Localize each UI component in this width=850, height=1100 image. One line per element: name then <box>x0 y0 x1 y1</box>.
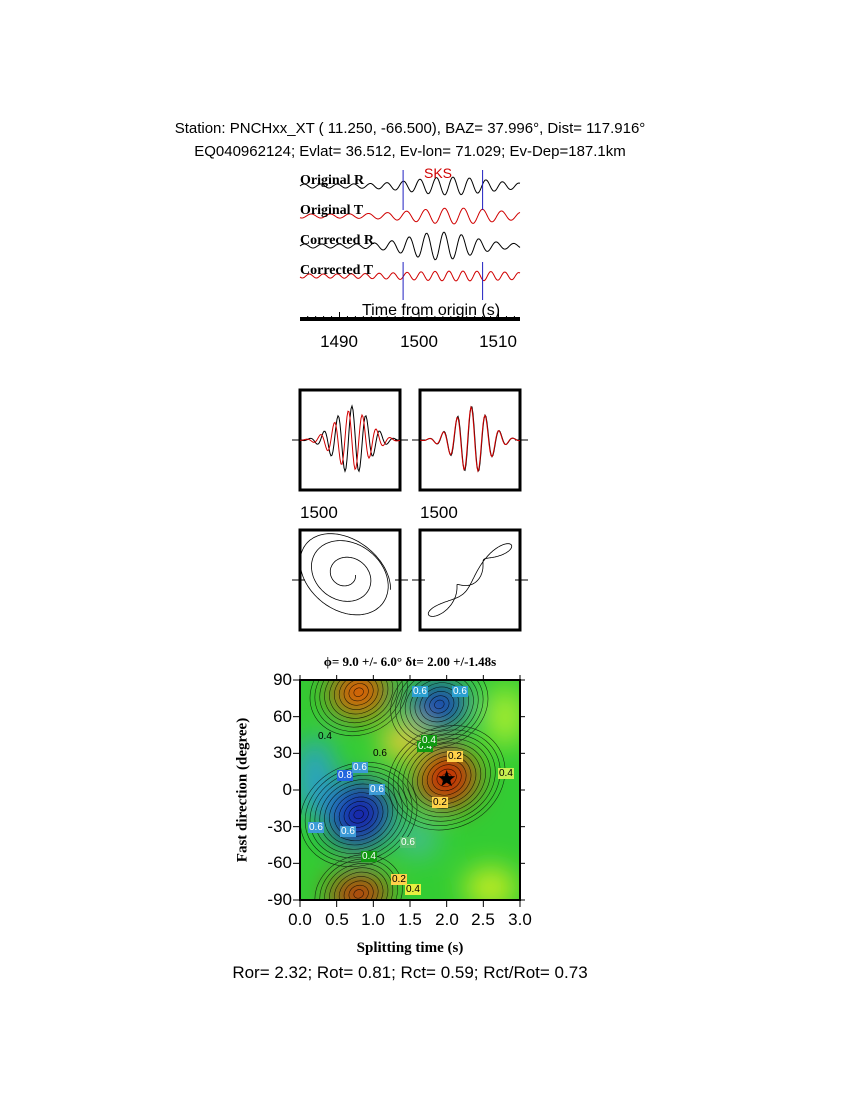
waveform-original-t <box>300 410 400 471</box>
trace-original-r <box>299 176 521 196</box>
contour-label: 0.6 <box>352 762 368 773</box>
x-tick-label: 0.5 <box>325 910 349 929</box>
particle-motion-curves <box>292 533 528 617</box>
contour-label: 0.4 <box>421 735 437 746</box>
contour-label: 0.6 <box>400 837 416 848</box>
trace-original-t <box>299 207 521 225</box>
seismogram-traces <box>299 176 521 282</box>
best-fit-star <box>438 770 456 787</box>
contour-label: 0.6 <box>340 826 356 837</box>
x-tick-label: 0.0 <box>288 910 312 929</box>
contour-label: 0.6 <box>369 784 385 795</box>
time-tick-label: 1490 <box>320 332 358 351</box>
phase-label: SKS <box>424 165 453 181</box>
trace-label-corrected-r: Corrected R <box>300 233 374 248</box>
x-tick-label: 3.0 <box>508 910 532 929</box>
contour-label: 0.2 <box>447 751 463 762</box>
splitting-result-title: ϕ= 9.0 +/- 6.0° δt= 2.00 +/-1.48s <box>323 654 497 669</box>
waveform-corrected-r <box>420 406 520 473</box>
contour-label: 0.2 <box>432 797 448 808</box>
contour-label: 0.6 <box>308 822 324 833</box>
time-tick-label: 1510 <box>479 332 517 351</box>
y-tick-label: 90 <box>273 670 292 689</box>
y-tick-label: 30 <box>273 743 292 762</box>
waveform-corrected-t <box>420 405 520 473</box>
trace-label-corrected-t: Corrected T <box>300 263 373 278</box>
x-tick-label: 2.0 <box>435 910 459 929</box>
contour-label: 0.4 <box>417 741 433 752</box>
trace-corrected-r <box>299 231 521 261</box>
waveform-panel-corrected <box>418 388 522 492</box>
particle-motion-original-curve <box>300 533 391 616</box>
contour-label: 0.4 <box>405 884 421 895</box>
contour-label: 0.6 <box>452 686 468 697</box>
waveform-panel-original <box>298 388 402 492</box>
y-tick-label: -30 <box>267 817 292 836</box>
time-axis <box>300 312 520 321</box>
contour-label: 0.4 <box>498 768 514 779</box>
y-tick-label: 60 <box>273 707 292 726</box>
x-tick-label: 1.0 <box>361 910 385 929</box>
y-tick-label: -60 <box>267 853 292 872</box>
contour-label: 0.4 <box>361 851 377 862</box>
trace-corrected-t <box>299 270 521 282</box>
y-tick-label: 0 <box>282 780 292 799</box>
trace-label-original-r: Original R <box>300 173 365 188</box>
fast-direction-axis-label: Fast direction (degree) <box>234 717 251 863</box>
trace-label-original-t: Original T <box>300 203 364 218</box>
event-header: EQ040962124; Evlat= 36.512, Ev-lon= 71.0… <box>194 143 626 160</box>
amplitude-ratios: Ror= 2.32; Rot= 0.81; Rct= 0.59; Rct/Rot… <box>232 963 588 982</box>
time-axis-label: Time from origin (s) <box>362 302 501 319</box>
splitting-time-axis-label: Splitting time (s) <box>356 940 464 956</box>
panel-time-label: 1500 <box>420 503 458 522</box>
contour-label: 0.6 <box>373 748 387 759</box>
contour-label: 0.8 <box>337 770 353 781</box>
time-tick-label: 1500 <box>400 332 438 351</box>
contour-label: 0.4 <box>318 731 332 742</box>
contour-label: 0.2 <box>391 874 407 885</box>
station-header: Station: PNCHxx_XT ( 11.250, -66.500), B… <box>174 120 646 137</box>
x-tick-label: 2.5 <box>471 910 495 929</box>
panel-time-label: 1500 <box>300 503 338 522</box>
energy-map-ticks <box>293 675 525 907</box>
x-tick-label: 1.5 <box>398 910 422 929</box>
waveform-curves <box>292 404 528 473</box>
y-tick-label: -90 <box>267 890 292 909</box>
particle-motion-corrected <box>418 528 522 632</box>
energy-map <box>300 680 520 900</box>
contour-label: 0.6 <box>412 686 428 697</box>
particle-motion-corrected-curve <box>427 543 513 617</box>
